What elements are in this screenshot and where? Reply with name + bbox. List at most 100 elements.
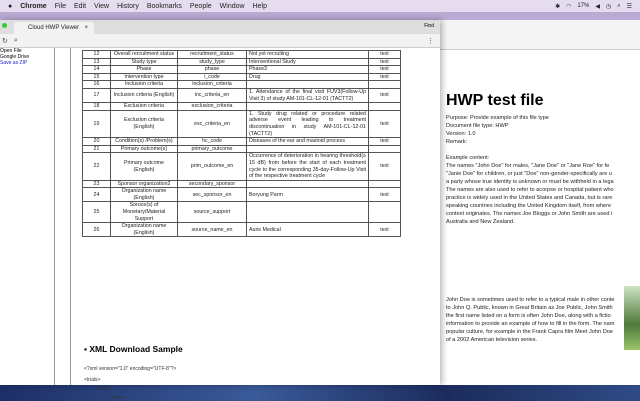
menu-help[interactable]: Help — [252, 2, 267, 10]
doc-meta: Purpose: Provide example of this file ty… — [446, 115, 549, 121]
row-number: 25 — [82, 201, 111, 224]
row-number: 13 — [82, 57, 111, 67]
menu-icon[interactable]: ⋮ — [427, 37, 434, 45]
doc-paragraph-line: a party whose true identity is unknown o… — [446, 179, 614, 185]
field-key: secondary_sponsor — [177, 179, 247, 189]
field-value — [246, 102, 369, 111]
field-type — [368, 144, 401, 154]
table-row: 12 Overall recruitment status recruitment_… — [82, 50, 401, 59]
field-key: study_type — [177, 57, 247, 67]
google-drive-link[interactable]: Google Drive — [0, 54, 30, 60]
menu-edit[interactable]: Edit — [73, 2, 87, 10]
xml-line: <?xml version="1.0" encoding="UTF-8"?> — [84, 366, 177, 372]
bluetooth-icon[interactable]: ✱ — [555, 3, 561, 10]
menu-chrome[interactable]: Chrome — [20, 2, 47, 10]
table-row: 26 Organization name (English) source_name… — [82, 222, 401, 238]
field-value: Auris Medical — [246, 222, 369, 238]
field-value — [246, 201, 369, 224]
reload-icon[interactable]: ↻ — [2, 37, 8, 45]
address-bar[interactable]: ↻ ⌕ ⋮ — [0, 34, 440, 48]
doc-paragraph-line: the first name listed on a form is often… — [446, 313, 611, 319]
field-label: Inclusion criteria (English) — [110, 87, 178, 104]
field-key: prim_outcome_en — [177, 152, 247, 181]
field-type — [368, 179, 401, 189]
doc-paragraph-line: context originates. The names Joe Bloggs… — [446, 211, 613, 217]
menu-people[interactable]: People — [189, 2, 212, 10]
menu-bar: ● Chrome File Edit View History Bookmark… — [0, 0, 640, 12]
xml-line: <trials> — [84, 377, 101, 383]
field-key: primary_outcome — [177, 144, 247, 154]
clock-icon[interactable]: ◷ — [605, 3, 612, 10]
row-number: 20 — [82, 137, 111, 146]
field-value: Interventional Study — [246, 57, 369, 67]
menu-file[interactable]: File — [54, 2, 66, 10]
field-value: Phase3 — [246, 65, 369, 74]
battery-text[interactable]: 17% — [577, 2, 590, 9]
row-number: 18 — [82, 102, 111, 111]
table-row: 15 Intervention type i_code Drug text — [82, 72, 401, 82]
divider — [70, 48, 71, 385]
preview-toolbar — [440, 20, 640, 50]
search-icon[interactable]: ⌕ — [617, 2, 621, 9]
menu-view[interactable]: View — [94, 2, 110, 10]
field-type: text — [368, 152, 401, 181]
doc-meta: Version: 1.0 — [446, 131, 476, 137]
table-row: 19 Exclusion criteria (English) exc_criter… — [82, 109, 401, 139]
apple-icon[interactable]: ● — [8, 2, 13, 10]
field-label: Condition(s) /Problem(s) — [110, 137, 178, 146]
field-value: Diseases of the ear and mastoid process — [246, 137, 369, 146]
field-key: recruitment_status — [177, 50, 247, 59]
volume-icon[interactable]: ◀ — [595, 3, 600, 10]
field-value — [246, 80, 369, 89]
field-value: Drug — [246, 72, 369, 82]
field-key: phase — [177, 65, 247, 74]
field-key: source_support — [177, 201, 247, 224]
close-tab-icon[interactable]: × — [84, 25, 88, 31]
document-preview-window: HWP test file Purpose: Provide example o… — [440, 20, 640, 385]
menu-history[interactable]: History — [117, 2, 139, 10]
field-key: sec_sponsor_en — [177, 187, 247, 203]
table-row: 17 Inclusion criteria (English) inc_criter… — [82, 87, 401, 104]
doc-paragraph-line: speaking countries including the United … — [446, 203, 612, 209]
field-label: Overall recruitment status — [110, 50, 178, 59]
field-label: Exclusion criteria — [110, 102, 178, 111]
save-zip-link[interactable]: Save as ZIP — [0, 60, 28, 66]
doc-image — [624, 286, 640, 350]
field-type: text — [368, 222, 401, 238]
field-label: Exclusion criteria (English) — [110, 109, 178, 139]
row-number: 24 — [82, 187, 111, 203]
field-type: text — [368, 65, 401, 74]
menu-window[interactable]: Window — [219, 2, 245, 10]
table-row: 23 Sponsor organization2 secondary_sponsor — [82, 179, 401, 189]
field-label: Organization name (English) — [110, 187, 178, 203]
doc-meta: Remark: — [446, 139, 468, 145]
field-label: Study type — [110, 57, 178, 67]
field-key: i_code — [177, 72, 247, 82]
field-type: text — [368, 57, 401, 67]
doc-paragraph-line: Australia and New Zealand. — [446, 219, 515, 225]
row-number: 12 — [82, 50, 111, 59]
list-icon[interactable]: ☰ — [626, 3, 632, 10]
doc-paragraph-line: to John Q. Public, known in Great Britai… — [446, 305, 613, 311]
field-value: Occurrence of deterioration in hearing t… — [246, 152, 369, 181]
doc-paragraph-line: The names are also used to refer to acor… — [446, 187, 614, 193]
tab-cloud-hwp-viewer[interactable]: Cloud HWP Viewer × — [14, 22, 94, 34]
row-number: 21 — [82, 144, 111, 154]
field-type — [368, 102, 401, 111]
field-value: 1. Attendance of the final visit FUV3(Fo… — [246, 87, 369, 104]
field-key: source_name_en — [177, 222, 247, 238]
find-button[interactable]: Find — [424, 23, 434, 29]
doc-title: HWP test file — [446, 92, 544, 109]
row-number: 14 — [82, 65, 111, 74]
field-label: Phase — [110, 65, 178, 74]
table-row: 25 Soruce(s) of Monetary/Material Support… — [82, 201, 401, 224]
table-row: 14 Phase phase Phase3 text — [82, 65, 401, 74]
tab-bar: Cloud HWP Viewer × Find — [0, 20, 440, 34]
table-row: 24 Organization name (English) sec_sponsor… — [82, 187, 401, 203]
open-file-link[interactable]: Open File — [0, 48, 22, 54]
window-maximize-button[interactable] — [2, 23, 7, 28]
field-type: text — [368, 187, 401, 203]
wifi-icon[interactable]: ◠ — [566, 3, 572, 10]
table-row: 13 Study type study_type Interventional Stu… — [82, 57, 401, 67]
menu-bookmarks[interactable]: Bookmarks — [146, 2, 182, 10]
